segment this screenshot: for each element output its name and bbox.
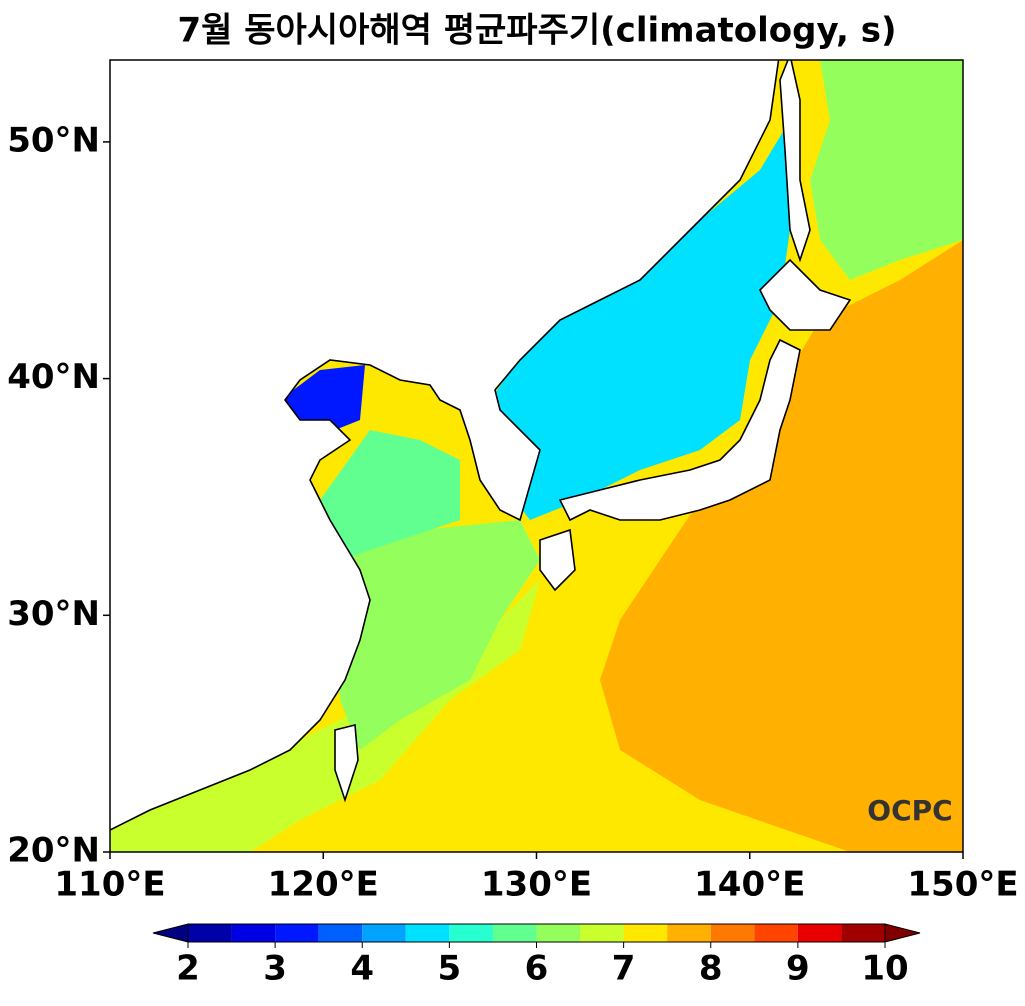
x-tick-label: 140°E [694, 865, 805, 905]
colorbar-segment [405, 924, 450, 942]
colorbar-tick-label: 9 [786, 949, 810, 989]
contour-region [490, 120, 790, 520]
colorbar-tick-label: 4 [350, 949, 374, 989]
map-title: 7월 동아시아해역 평균파주기(climatology, s) [177, 11, 896, 51]
colorbar-segment [188, 924, 232, 942]
y-tick-label: 20°N [7, 831, 100, 871]
colorbar-segment [667, 924, 711, 942]
colorbar-segment [492, 924, 537, 942]
colorbar-tick-label: 7 [612, 949, 636, 989]
colorbar-tick-label: 5 [438, 949, 462, 989]
colorbar-segment [841, 924, 885, 942]
x-tick-label: 130°E [481, 865, 592, 905]
colorbar-segment [231, 924, 276, 942]
y-tick-label: 50°N [7, 120, 100, 160]
map-area [110, 60, 963, 852]
land [759, 258, 852, 331]
land [779, 60, 811, 263]
colorbar-segment [710, 924, 755, 942]
colorbar-segment [362, 924, 406, 942]
land [334, 723, 359, 803]
land [539, 528, 576, 592]
colorbar-segment [797, 924, 842, 942]
contour-region [810, 60, 963, 280]
y-tick-label: 40°N [7, 357, 100, 397]
colorbar-extend-max [884, 923, 921, 943]
y-tick-label: 30°N [7, 594, 100, 634]
colorbar-tick-label: 6 [525, 949, 549, 989]
contour-region [600, 240, 963, 852]
colorbar-tick-label: 3 [263, 949, 287, 989]
colorbar-tick-label: 8 [699, 949, 723, 989]
logo: OCPC [867, 794, 952, 827]
colorbar-segment [754, 924, 798, 942]
colorbar-segment [318, 924, 363, 942]
colorbar-segment [623, 924, 668, 942]
x-tick-label: 150°E [907, 865, 1018, 905]
colorbar-tick-label: 2 [176, 949, 200, 989]
colorbar-tick-label: 10 [861, 949, 908, 989]
contour-region [320, 430, 460, 560]
contour-region [330, 500, 540, 750]
colorbar-segment [449, 924, 493, 942]
colorbar-segment [275, 924, 319, 942]
colorbar-extend-min [152, 923, 189, 943]
land [110, 60, 780, 833]
x-tick-label: 120°E [268, 865, 379, 905]
land [558, 338, 801, 522]
colorbar-segment [536, 924, 581, 942]
x-tick-label: 110°E [54, 865, 165, 905]
colorbar-segment [580, 924, 624, 942]
